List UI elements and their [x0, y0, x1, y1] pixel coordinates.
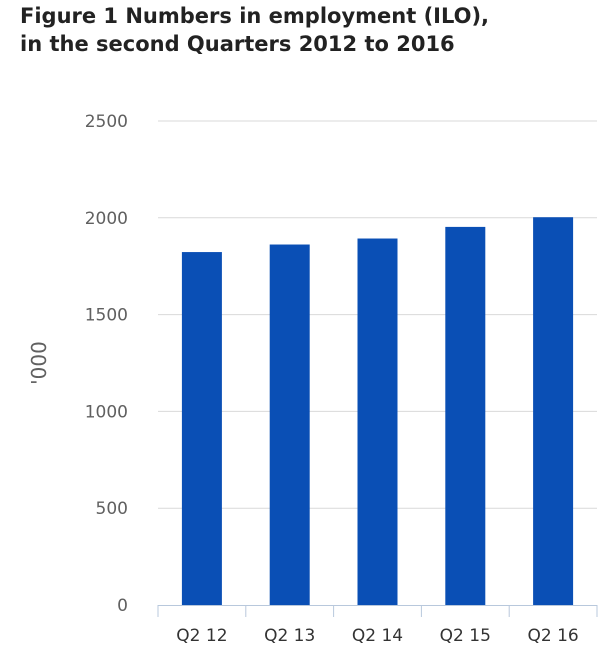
- y-tick-label: 0: [117, 596, 128, 616]
- x-tick-label: Q2 12: [176, 626, 227, 646]
- x-tick-label: Q2 15: [440, 626, 491, 646]
- bar-q2-15: [445, 226, 486, 605]
- x-tick-label: Q2 14: [352, 626, 403, 646]
- bar-q2-13: [269, 244, 310, 606]
- y-tick-label: 1000: [85, 402, 128, 422]
- y-axis-tick-labels: 0 500 1000 1500 2000 2500: [85, 112, 128, 616]
- y-tick-label: 2000: [85, 209, 128, 229]
- bar-q2-12: [181, 252, 222, 605]
- y-axis-title: '000: [27, 341, 51, 385]
- chart-title: Figure 1 Numbers in employment (ILO), in…: [20, 4, 490, 56]
- x-tick-label: Q2 16: [527, 626, 578, 646]
- y-tick-label: 500: [96, 499, 128, 519]
- y-tick-label: 2500: [85, 112, 128, 132]
- y-tick-label: 1500: [85, 306, 128, 326]
- bar-q2-16: [533, 217, 574, 606]
- x-tick-label: Q2 13: [264, 626, 315, 646]
- x-axis-tick-labels: Q2 12 Q2 13 Q2 14 Q2 15 Q2 16: [176, 626, 578, 646]
- bars: [181, 217, 574, 606]
- bar-q2-14: [357, 238, 398, 605]
- x-axis: [157, 605, 598, 617]
